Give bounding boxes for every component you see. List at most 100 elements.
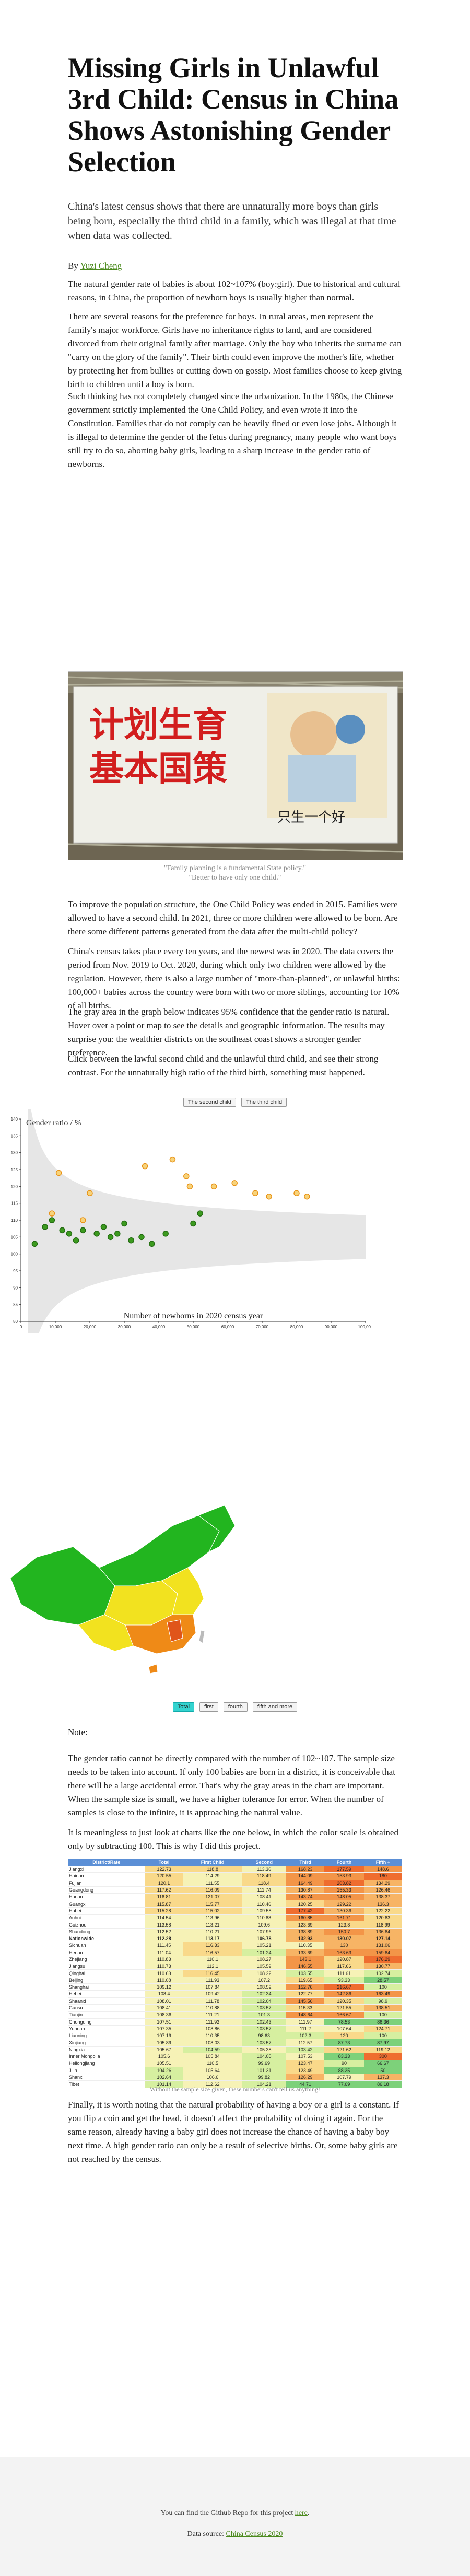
- table-row: Xinjiang 105.89 108.03 103.57 112.57 87.73 87.…: [68, 2039, 402, 2047]
- scatter-point[interactable]: [190, 1220, 196, 1227]
- table-cell: 102.3: [286, 2032, 325, 2040]
- table-cell: 111.21: [183, 2011, 242, 2019]
- table-cell: 103.57: [242, 2039, 287, 2047]
- author-link[interactable]: Yuzi Cheng: [80, 261, 122, 271]
- scatter-point[interactable]: [73, 1237, 79, 1244]
- github-link[interactable]: here: [295, 2509, 308, 2517]
- y-tick-label: 100: [11, 1252, 18, 1257]
- map-region-north[interactable]: [99, 1515, 220, 1586]
- scatter-point[interactable]: [49, 1217, 55, 1223]
- table-row: Nationwide 112.28 113.17 106.78 132.93 130.07…: [68, 1935, 402, 1943]
- scatter-point[interactable]: [93, 1231, 100, 1237]
- census-source-link[interactable]: China Census 2020: [226, 2530, 283, 2538]
- table-row-district: Gansu: [68, 2004, 145, 2012]
- byline: By Yuzi Cheng: [68, 259, 402, 273]
- scatter-point[interactable]: [304, 1193, 310, 1200]
- table-cell: 78.53: [324, 2018, 364, 2026]
- table-cell: 148.05: [324, 1893, 364, 1901]
- sign-text-line2: 基本国策: [89, 749, 227, 789]
- table-cell: 90: [324, 2060, 364, 2067]
- table-row: Yunnan 107.35 108.86 103.57 111.2 107.64 124.7…: [68, 2025, 402, 2033]
- table-cell: 103.42: [286, 2046, 325, 2054]
- table-cell: 108.52: [242, 1983, 287, 1991]
- map-region-northeast[interactable]: [197, 1504, 236, 1553]
- table-cell: 77.69: [324, 2080, 364, 2088]
- map-region-taiwan[interactable]: [198, 1630, 205, 1644]
- table-cell: 107.51: [145, 2018, 183, 2026]
- table-cell: 103.57: [242, 2025, 287, 2033]
- scatter-point[interactable]: [66, 1231, 73, 1237]
- china-map[interactable]: [0, 1495, 240, 1703]
- table-cell: 138.89: [286, 1928, 325, 1935]
- fourth-button[interactable]: fourth: [223, 1702, 248, 1712]
- scatter-point[interactable]: [231, 1180, 238, 1186]
- table-cell: 119.65: [286, 1977, 325, 1984]
- table-cell: 110.73: [145, 1963, 183, 1970]
- table-row-district: Fujian: [68, 1880, 145, 1887]
- scatter-point[interactable]: [293, 1190, 300, 1197]
- table-cell: 105.89: [145, 2039, 183, 2047]
- scatter-point[interactable]: [128, 1237, 134, 1244]
- scatter-point[interactable]: [162, 1231, 169, 1237]
- scatter-point[interactable]: [169, 1156, 176, 1163]
- map-region-jiangxi[interactable]: [167, 1619, 183, 1642]
- paragraph-census: China's census takes place every ten yea…: [68, 946, 400, 1010]
- scatter-point[interactable]: [149, 1241, 155, 1247]
- scatter-point[interactable]: [186, 1183, 193, 1190]
- map-region-west[interactable]: [10, 1546, 115, 1626]
- scatter-point[interactable]: [55, 1170, 62, 1176]
- scatter-point[interactable]: [121, 1220, 127, 1227]
- scatter-point[interactable]: [42, 1224, 48, 1230]
- table-cell: 86.18: [363, 2080, 402, 2088]
- scatter-point[interactable]: [31, 1241, 38, 1247]
- scatter-point[interactable]: [80, 1217, 86, 1223]
- x-tick-label: 40,000: [152, 1325, 166, 1329]
- table-cell: 110.21: [183, 1928, 242, 1935]
- scatter-point[interactable]: [210, 1183, 217, 1190]
- table-row-district: Hainan: [68, 1872, 145, 1880]
- table-cell: 126.29: [286, 2074, 325, 2081]
- table-cell: 109.42: [183, 1990, 242, 1998]
- table-cell: 115.77: [183, 1900, 242, 1908]
- scatter-point[interactable]: [197, 1210, 203, 1217]
- scatter-point[interactable]: [80, 1227, 86, 1234]
- paragraph-click-hint: Click between the lawful second child an…: [68, 1054, 379, 1077]
- scatter-point[interactable]: [266, 1193, 272, 1200]
- table-cell: 177.42: [286, 1907, 325, 1915]
- table-cell: 66.67: [363, 2060, 402, 2067]
- table-cell: 107.19: [145, 2032, 183, 2040]
- scatter-point[interactable]: [107, 1234, 114, 1241]
- table-cell: 155.33: [324, 1886, 364, 1894]
- fifth-and-more-button[interactable]: fifth and more: [252, 1702, 298, 1712]
- x-tick-label: 70,000: [256, 1325, 269, 1329]
- total-button[interactable]: Total: [172, 1702, 195, 1712]
- y-axis-title: Gender ratio / %: [26, 1118, 81, 1127]
- table-row: Chongqing 107.51 111.92 102.43 111.97 78.53 86…: [68, 2018, 402, 2026]
- table-cell: 99.69: [242, 2060, 287, 2067]
- table-row: Hainan 120.55 114.29 118.49 144.09 153.93 180: [68, 1872, 402, 1880]
- map-region-southwest[interactable]: [78, 1614, 134, 1652]
- table-cell: 115.87: [145, 1900, 183, 1908]
- table-row: Gansu 108.41 110.88 103.57 115.33 121.55 138.5…: [68, 2004, 402, 2012]
- table-cell: 110.63: [145, 1969, 183, 1977]
- first-button[interactable]: first: [199, 1702, 218, 1712]
- scatter-point[interactable]: [138, 1234, 145, 1241]
- table-row-district: Guangxi: [68, 1900, 145, 1908]
- third-child-button[interactable]: The third child: [241, 1098, 287, 1107]
- table-cell: 132.93: [286, 1935, 325, 1943]
- second-child-button[interactable]: The second child: [183, 1098, 237, 1107]
- map-region-hainan[interactable]: [148, 1664, 158, 1674]
- scatter-point[interactable]: [183, 1173, 190, 1179]
- scatter-point[interactable]: [59, 1227, 65, 1234]
- scatter-point[interactable]: [114, 1231, 121, 1237]
- table-cell: 108.22: [242, 1969, 287, 1977]
- scatter-point[interactable]: [252, 1190, 258, 1197]
- table-cell: 113.58: [145, 1921, 183, 1929]
- scatter-point[interactable]: [49, 1210, 55, 1217]
- scatter-point[interactable]: [87, 1190, 93, 1197]
- scatter-point[interactable]: [142, 1163, 148, 1170]
- table-row: Shanghai 109.12 107.84 108.52 152.76 216.67 10…: [68, 1983, 402, 1991]
- scatter-point[interactable]: [100, 1224, 107, 1230]
- table-header-cell: Total: [145, 1859, 183, 1866]
- table-header-cell: District/Rate: [68, 1859, 145, 1866]
